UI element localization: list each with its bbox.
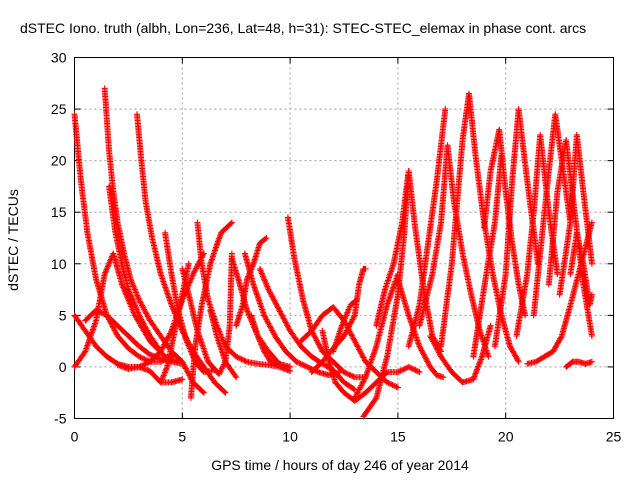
y-tick-label: 25 [51,101,67,117]
x-axis-label: GPS time / hours of day 246 of year 2014 [211,457,469,473]
series-arc10 [162,229,218,376]
data-point-markers [241,250,343,379]
y-tick-label: 15 [51,204,67,220]
x-tick-label: 5 [178,429,186,445]
series-arc17 [241,250,343,379]
x-tick-label: 20 [498,429,514,445]
y-tick-label: 20 [51,153,67,169]
data-point-markers [248,312,281,368]
y-axis-label: dSTEC / TECUs [5,189,21,291]
data-point-markers [319,327,423,404]
data-point-markers [207,307,240,381]
data-point-markers [567,229,595,308]
series-arc29 [405,106,449,350]
data-point-markers [556,131,595,298]
y-tick-label: 0 [59,359,67,375]
series-arc14 [207,307,240,381]
data-point-markers [106,183,164,355]
x-tick-label: 0 [71,429,79,445]
y-tick-label: 5 [59,307,67,323]
series-arc24 [330,296,360,355]
chart-title: dSTEC Iono. truth (albh, Lon=236, Lat=48… [20,20,586,36]
data-point-markers [563,358,595,370]
data-point-markers [427,322,494,386]
axis-ticks [74,57,614,419]
x-tick-labels: 0 5 10 15 20 25 [71,429,622,445]
series-arc41 [567,229,595,308]
data-point-markers [71,111,175,365]
data-point-markers [101,85,207,396]
data-point-markers [416,142,492,360]
x-tick-label: 25 [606,429,622,445]
data-point-markers [470,152,505,360]
series-arc01 [71,111,175,365]
series-arc31 [427,322,494,386]
data-point-markers [330,296,360,355]
y-tick-label: -5 [54,411,67,427]
y-tick-label: 10 [51,256,67,272]
series-arc26 [351,271,401,401]
series-arc30 [416,142,492,360]
series-arc40 [556,131,595,298]
y-tick-labels: -5 0 5 10 15 20 25 30 [51,50,67,427]
x-tick-label: 15 [390,429,406,445]
series-arc23 [319,327,423,404]
data-point-markers [351,271,401,401]
data-point-markers [187,219,235,401]
series-arc06 [106,183,164,355]
x-tick-label: 10 [282,429,298,445]
series-arc42 [563,358,595,370]
y-tick-label: 30 [51,50,67,66]
data-point-markers [405,106,449,350]
plot-frame [74,57,614,419]
series-arc05 [101,85,207,396]
data-points [71,85,595,420]
series-arc19 [248,312,281,368]
data-point-markers [162,229,218,376]
series-arc12 [187,219,235,401]
series-arc33 [470,152,505,360]
